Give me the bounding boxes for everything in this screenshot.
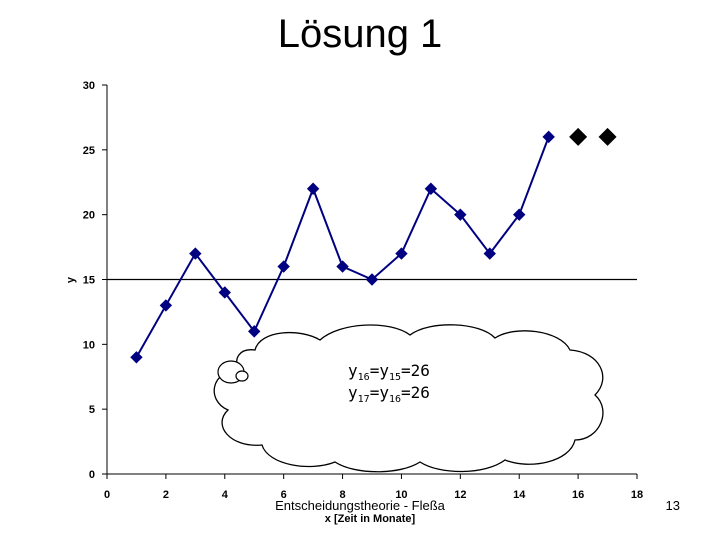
data-point xyxy=(218,286,231,299)
data-point xyxy=(277,260,290,273)
x-tick-label: 4 xyxy=(222,489,229,501)
data-point xyxy=(306,182,320,195)
y-tick-label: 30 xyxy=(83,80,95,92)
callout-cloud-shape xyxy=(213,324,604,473)
data-point xyxy=(130,351,143,364)
data-point xyxy=(513,208,526,221)
data-point xyxy=(424,182,438,195)
slide-title: Lösung 1 xyxy=(277,12,443,56)
x-tick-label: 0 xyxy=(104,489,110,501)
forecast-point xyxy=(598,127,617,146)
x-axis-label: x [Zeit in Monate] xyxy=(325,513,416,525)
x-tick-label: 18 xyxy=(631,489,643,501)
y-tick-label: 5 xyxy=(89,404,95,416)
data-point xyxy=(336,260,349,273)
data-point xyxy=(159,299,173,312)
data-point xyxy=(365,273,379,286)
axes: 0 5 10 15 20 25 30 0 2 4 6 8 10 12 14 16 18 xyxy=(83,80,643,501)
y-tick-label: 0 xyxy=(89,469,95,481)
data-point xyxy=(395,247,408,260)
callout-bubble-small xyxy=(235,370,249,382)
x-tick-label: 14 xyxy=(513,489,526,501)
x-tick-label: 2 xyxy=(163,489,169,501)
data-point xyxy=(542,130,555,144)
x-tick-label: 8 xyxy=(339,489,345,501)
data-point xyxy=(248,325,261,338)
series-line xyxy=(135,136,550,358)
y-axis-label: y xyxy=(65,276,77,283)
y-tick-label: 10 xyxy=(83,339,95,351)
x-tick-label: 16 xyxy=(572,489,584,501)
forecast-point xyxy=(569,127,588,146)
thought-bubble-callout: y16=y15=26 y17=y16=26 xyxy=(213,324,604,473)
series-layer xyxy=(130,127,617,364)
x-tick-label: 10 xyxy=(395,489,407,501)
slide-footer: Entscheidungstheorie - Fleßa xyxy=(275,498,445,513)
page-number: 13 xyxy=(665,498,680,513)
x-tick-label: 6 xyxy=(281,489,287,501)
y-tick-label: 20 xyxy=(83,210,95,222)
y-tick-label: 15 xyxy=(83,275,95,287)
y-tick-label: 25 xyxy=(83,145,95,157)
x-tick-label: 12 xyxy=(454,489,466,501)
data-point xyxy=(189,247,202,260)
data-point xyxy=(454,208,467,221)
callout-line-1: y16=y15=26 xyxy=(348,361,430,383)
callout-line-2: y17=y16=26 xyxy=(348,383,430,405)
data-point xyxy=(483,247,496,260)
